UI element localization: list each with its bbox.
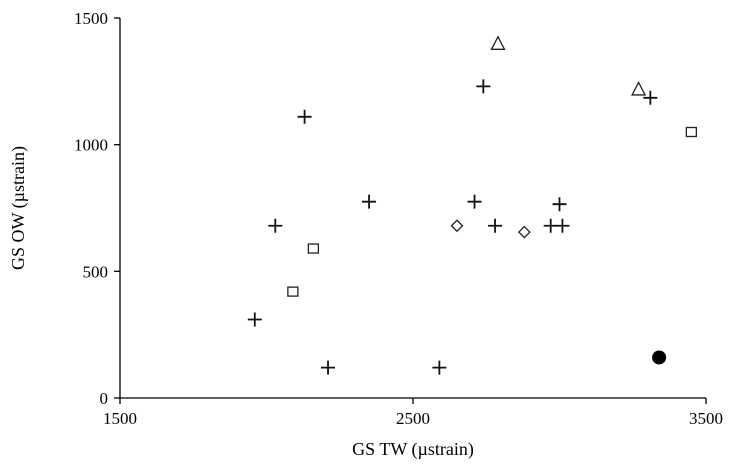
- data-marks: [247, 35, 697, 375]
- y-tick-label: 0: [100, 389, 109, 408]
- y-tick-label: 1500: [74, 9, 108, 28]
- plus-point: [268, 218, 283, 233]
- square-point: [685, 126, 697, 138]
- diamond-point: [450, 219, 464, 233]
- triangle-point: [490, 35, 506, 50]
- square-point: [287, 286, 299, 297]
- plus-point: [467, 194, 482, 209]
- x-tick-label: 3500: [689, 409, 723, 428]
- triangle-point: [631, 81, 647, 96]
- plus-point: [362, 194, 377, 209]
- x-axis-ticks: 1500 2500 3500: [103, 398, 723, 428]
- plus-point: [643, 90, 658, 105]
- circle-point: [652, 350, 667, 365]
- plus-point: [321, 360, 336, 375]
- plus-point: [543, 218, 558, 233]
- plus-point: [432, 360, 447, 375]
- plus-point: [488, 218, 503, 233]
- y-tick-label: 500: [83, 262, 109, 281]
- plus-point: [555, 218, 570, 233]
- x-axis-label: GS TW (µstrain): [352, 439, 474, 460]
- plus-point: [247, 312, 262, 327]
- plus-point: [552, 197, 567, 212]
- square-point: [307, 243, 320, 254]
- x-tick-label: 1500: [103, 409, 137, 428]
- y-axis-label: GS OW (µstrain): [8, 146, 29, 270]
- plus-point: [476, 79, 491, 94]
- plot-area: 0 500 1000 1500 1500 2500 3500: [74, 9, 723, 428]
- y-tick-label: 1000: [74, 136, 108, 155]
- plus-point: [297, 109, 312, 124]
- x-tick-label: 2500: [396, 409, 430, 428]
- diamond-point: [517, 225, 531, 239]
- y-axis-ticks: 0 500 1000 1500: [74, 9, 120, 408]
